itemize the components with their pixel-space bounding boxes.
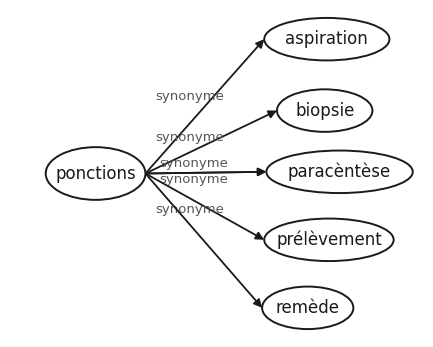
Ellipse shape — [46, 147, 145, 200]
Text: biopsie: biopsie — [295, 102, 354, 120]
Text: synonyme: synonyme — [155, 130, 224, 144]
Text: prélèvement: prélèvement — [276, 230, 382, 249]
Text: synonyme: synonyme — [155, 91, 224, 103]
Ellipse shape — [266, 151, 413, 193]
Ellipse shape — [264, 219, 394, 261]
Ellipse shape — [277, 89, 372, 132]
Text: synonyme: synonyme — [159, 158, 228, 170]
Text: remède: remède — [276, 299, 340, 317]
Text: paracèntèse: paracèntèse — [288, 162, 391, 181]
Ellipse shape — [264, 18, 389, 60]
Ellipse shape — [262, 287, 353, 329]
Text: synonyme: synonyme — [155, 203, 224, 217]
Text: aspiration: aspiration — [285, 30, 368, 48]
Text: ponctions: ponctions — [55, 164, 136, 183]
Text: synonyme: synonyme — [159, 173, 228, 186]
